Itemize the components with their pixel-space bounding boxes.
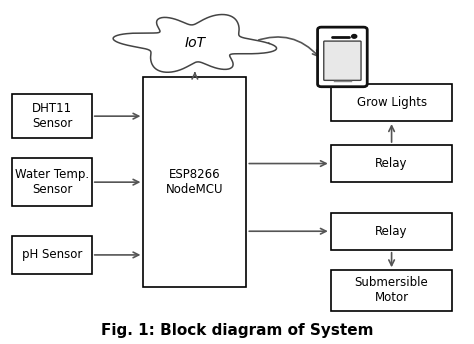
- FancyBboxPatch shape: [12, 94, 92, 138]
- Text: pH Sensor: pH Sensor: [22, 248, 82, 261]
- Text: Grow Lights: Grow Lights: [356, 96, 427, 109]
- Text: ESP8266
NodeMCU: ESP8266 NodeMCU: [166, 168, 224, 196]
- Text: Fig. 1: Block diagram of System: Fig. 1: Block diagram of System: [101, 323, 373, 338]
- Text: Water Temp.
Sensor: Water Temp. Sensor: [15, 168, 89, 196]
- Circle shape: [180, 13, 228, 48]
- Text: DHT11
Sensor: DHT11 Sensor: [32, 102, 72, 130]
- Circle shape: [352, 34, 357, 38]
- FancyBboxPatch shape: [143, 77, 246, 287]
- FancyBboxPatch shape: [12, 236, 92, 273]
- FancyBboxPatch shape: [331, 213, 453, 250]
- FancyBboxPatch shape: [331, 270, 453, 311]
- Circle shape: [133, 28, 182, 63]
- FancyBboxPatch shape: [318, 27, 367, 87]
- Circle shape: [158, 20, 213, 60]
- Text: IoT: IoT: [184, 36, 205, 50]
- FancyBboxPatch shape: [331, 84, 453, 121]
- Circle shape: [214, 32, 256, 62]
- Circle shape: [167, 26, 223, 67]
- FancyBboxPatch shape: [132, 36, 258, 64]
- Text: Relay: Relay: [375, 157, 408, 170]
- Circle shape: [152, 15, 201, 51]
- FancyBboxPatch shape: [12, 159, 92, 206]
- FancyBboxPatch shape: [331, 145, 453, 182]
- Text: Relay: Relay: [375, 225, 408, 238]
- Circle shape: [203, 21, 252, 56]
- Text: Submersible
Motor: Submersible Motor: [355, 277, 428, 304]
- FancyBboxPatch shape: [324, 41, 361, 80]
